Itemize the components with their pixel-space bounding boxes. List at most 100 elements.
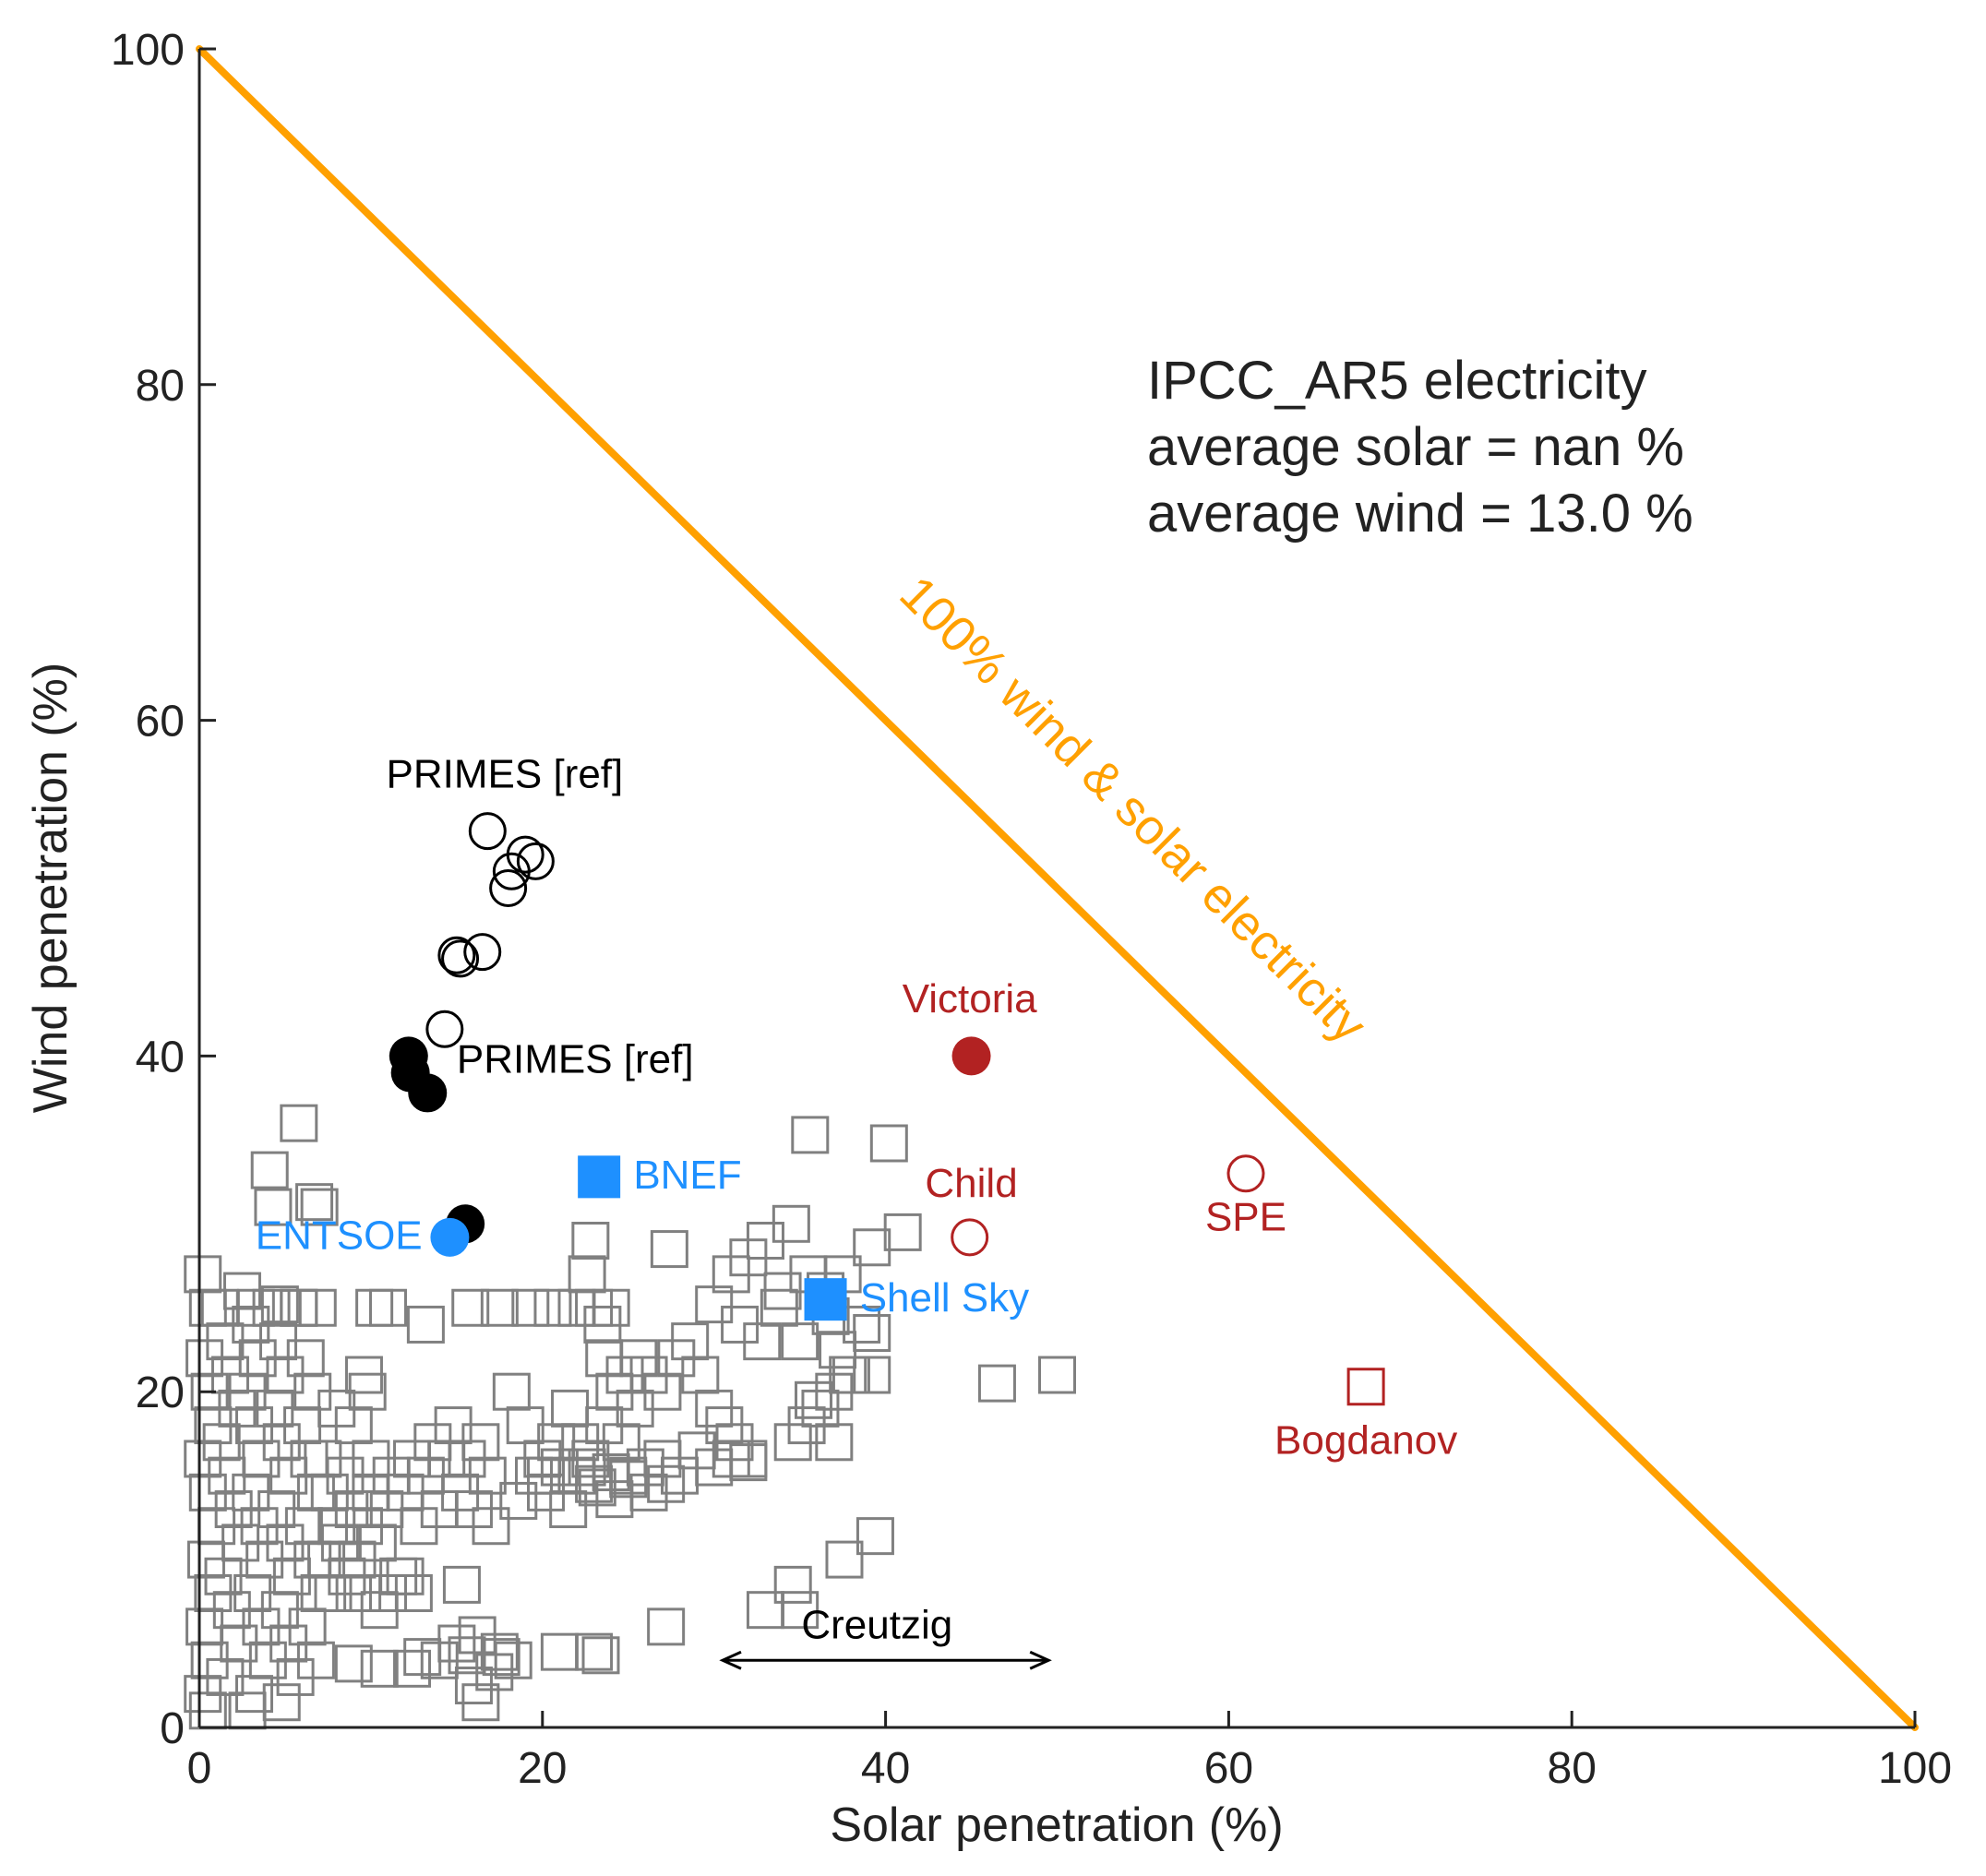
victoria-filled-circle-point bbox=[951, 1036, 991, 1076]
x-tick-label: 40 bbox=[861, 1744, 910, 1793]
open-square-point bbox=[442, 1565, 481, 1604]
open-square-point bbox=[647, 1464, 686, 1503]
open-square-point bbox=[461, 1423, 500, 1462]
open-square-point bbox=[482, 1638, 520, 1677]
annotation-label: PRIMES [ref] bbox=[387, 751, 624, 796]
open-square-point bbox=[819, 1331, 857, 1369]
open-square-point bbox=[393, 1649, 432, 1688]
open-square-point bbox=[234, 1675, 273, 1714]
open-square-point bbox=[298, 1288, 337, 1327]
filled-circle-point bbox=[408, 1073, 448, 1113]
open-square-point bbox=[568, 1255, 606, 1294]
annotation-label: SPE bbox=[1205, 1195, 1286, 1240]
open-square-point bbox=[791, 1116, 830, 1154]
open-square-point bbox=[831, 1356, 870, 1394]
y-axis-ticks: 0 20 40 60 80 100 bbox=[111, 26, 216, 1753]
y-axis-label: Wind penetration (%) bbox=[24, 663, 78, 1113]
open-square-point bbox=[583, 1305, 622, 1344]
y-tick-label: 0 bbox=[160, 1704, 185, 1753]
x-axis-label: Solar penetration (%) bbox=[830, 1798, 1283, 1852]
open-square-point bbox=[825, 1540, 864, 1579]
annotation-label: Creutzig bbox=[801, 1603, 952, 1648]
annotation-label: BNEF bbox=[633, 1153, 741, 1198]
open-square-point bbox=[334, 1644, 373, 1683]
open-square-point bbox=[853, 1356, 891, 1394]
open-square-point bbox=[746, 1591, 784, 1630]
open-square-point bbox=[853, 1228, 891, 1267]
open-square-point bbox=[358, 1524, 397, 1562]
open-square-point bbox=[695, 1285, 734, 1324]
open-square-point bbox=[348, 1372, 387, 1411]
open-square-point bbox=[602, 1423, 640, 1462]
open-square-point bbox=[296, 1641, 335, 1679]
open-square-point bbox=[184, 1255, 222, 1294]
open-square-point bbox=[977, 1364, 1016, 1403]
child-open-circle-point bbox=[951, 1218, 989, 1257]
open-square-point bbox=[883, 1213, 922, 1251]
open-square-point bbox=[280, 1104, 318, 1142]
axes-frame bbox=[197, 49, 1915, 1729]
open-circle-point bbox=[437, 936, 476, 974]
open-square-point bbox=[647, 1607, 686, 1646]
open-square-point bbox=[681, 1356, 720, 1394]
open-square-point bbox=[262, 1683, 301, 1722]
x-tick-label: 20 bbox=[518, 1744, 567, 1793]
open-square-point bbox=[549, 1490, 588, 1529]
open-square-point bbox=[551, 1389, 590, 1428]
open-circle-point bbox=[468, 812, 507, 851]
y-tick-label: 40 bbox=[136, 1033, 185, 1081]
open-square-point bbox=[334, 1406, 373, 1445]
x-tick-label: 60 bbox=[1204, 1744, 1253, 1793]
open-square-point bbox=[743, 1322, 782, 1361]
annotation-label: Child bbox=[925, 1161, 1017, 1206]
annotation-label: PRIMES [ref] bbox=[457, 1037, 694, 1082]
bogdanov-open-square-point bbox=[1346, 1368, 1385, 1406]
y-tick-label: 20 bbox=[136, 1368, 185, 1417]
annotation-label: Bogdanov bbox=[1274, 1418, 1457, 1464]
y-tick-label: 100 bbox=[111, 26, 185, 75]
annotation-label: ENTSOE bbox=[256, 1213, 423, 1259]
open-square-point bbox=[368, 1288, 407, 1327]
open-square-point bbox=[295, 1183, 334, 1222]
open-square-point bbox=[254, 1188, 293, 1226]
open-square-point bbox=[671, 1322, 710, 1361]
open-square-point bbox=[406, 1305, 445, 1344]
open-square-point bbox=[472, 1507, 510, 1546]
x-tick-label: 80 bbox=[1548, 1744, 1597, 1793]
open-square-point bbox=[795, 1380, 833, 1419]
open-square-point bbox=[394, 1573, 433, 1612]
open-square-point bbox=[729, 1443, 768, 1482]
bnef-filled-square-point bbox=[578, 1155, 621, 1199]
open-circle-point bbox=[441, 939, 480, 978]
diagonal-100-percent-line bbox=[196, 45, 1919, 1731]
open-square-point bbox=[568, 1448, 606, 1487]
open-square-point bbox=[650, 1230, 688, 1269]
stats-average-wind: average wind = 13.0 % bbox=[1147, 484, 1693, 544]
open-circle-point bbox=[516, 842, 555, 880]
stats-average-solar: average solar = nan % bbox=[1147, 417, 1684, 477]
open-square-point bbox=[1038, 1356, 1076, 1394]
open-square-point bbox=[420, 1641, 459, 1679]
open-square-point bbox=[288, 1607, 327, 1646]
open-square-point bbox=[468, 1456, 507, 1495]
open-square-point bbox=[575, 1632, 614, 1671]
open-square-point bbox=[643, 1372, 682, 1411]
x-tick-label: 0 bbox=[187, 1744, 212, 1793]
open-square-point bbox=[815, 1423, 854, 1462]
stats-box: IPCC_AR5 electricity average solar = nan… bbox=[1147, 351, 1693, 544]
shell-sky-filled-square-point bbox=[804, 1278, 847, 1321]
open-square-point bbox=[480, 1288, 519, 1327]
open-square-point bbox=[480, 1632, 519, 1671]
open-square-point bbox=[355, 1288, 394, 1327]
open-square-point bbox=[451, 1288, 490, 1327]
open-square-point bbox=[360, 1649, 399, 1688]
annotations: PRIMES [ref] PRIMES [ref] ENTSOE BNEF Shell … bbox=[256, 751, 1457, 1670]
open-circle-point bbox=[506, 835, 544, 874]
stats-title: IPCC_AR5 electricity bbox=[1147, 351, 1646, 411]
open-square-point bbox=[499, 1481, 538, 1520]
y-tick-label: 60 bbox=[136, 698, 185, 747]
open-square-point bbox=[300, 1188, 339, 1226]
open-square-point bbox=[494, 1641, 532, 1679]
open-circle-point bbox=[489, 869, 528, 907]
